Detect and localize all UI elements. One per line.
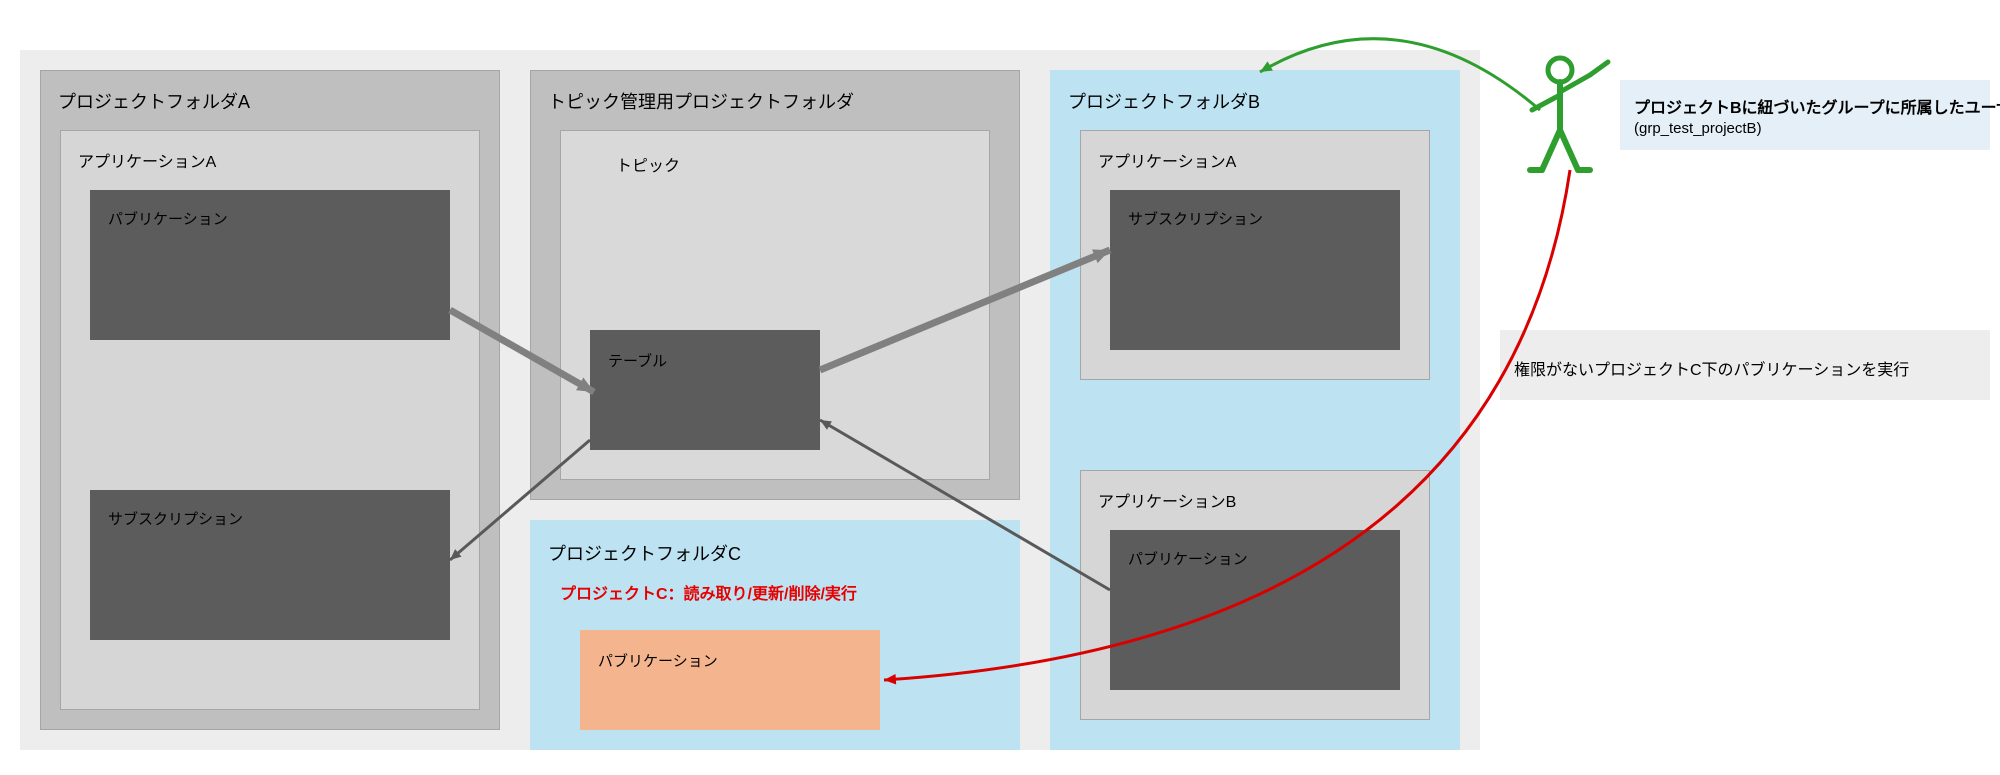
label-folderB_appA_s: サブスクリプション [1128, 208, 1263, 229]
label-folderA_pub_t: パブリケーション [108, 208, 228, 229]
label-callout_note_1: 権限がないプロジェクトC下のパブリケーションを実行 [1514, 356, 1909, 380]
label-callout_user_1: プロジェクトBに紐づいたグループに所属したユーザー [1634, 94, 2000, 118]
label-folderB_appB_t: アプリケーションB [1098, 488, 1236, 512]
box-folderT_table [590, 330, 820, 450]
label-folderC_red: プロジェクトC：読み取り/更新/削除/実行 [560, 580, 857, 604]
label-folderT_topic_t: トピック [616, 152, 680, 176]
label-folderT_title: トピック管理用プロジェクトフォルダ [548, 88, 854, 114]
label-folderC_pub_t: パブリケーション [598, 650, 718, 671]
label-folderC_title: プロジェクトフォルダC [548, 540, 741, 566]
label-folderB_appA_t: アプリケーションA [1098, 148, 1236, 172]
label-folderA_sub_t: サブスクリプション [108, 508, 243, 529]
user-figure-icon [1530, 58, 1608, 170]
label-folderA_title: プロジェクトフォルダA [58, 88, 250, 114]
label-folderB_title: プロジェクトフォルダB [1068, 88, 1260, 114]
label-folderB_appB_p: パブリケーション [1128, 548, 1248, 569]
box-folderC_pub [580, 630, 880, 730]
label-folderT_table_t: テーブル [608, 350, 667, 371]
label-callout_user_2: (grp_test_projectB) [1634, 120, 1762, 137]
label-folderA_app_t: アプリケーションA [78, 148, 216, 172]
